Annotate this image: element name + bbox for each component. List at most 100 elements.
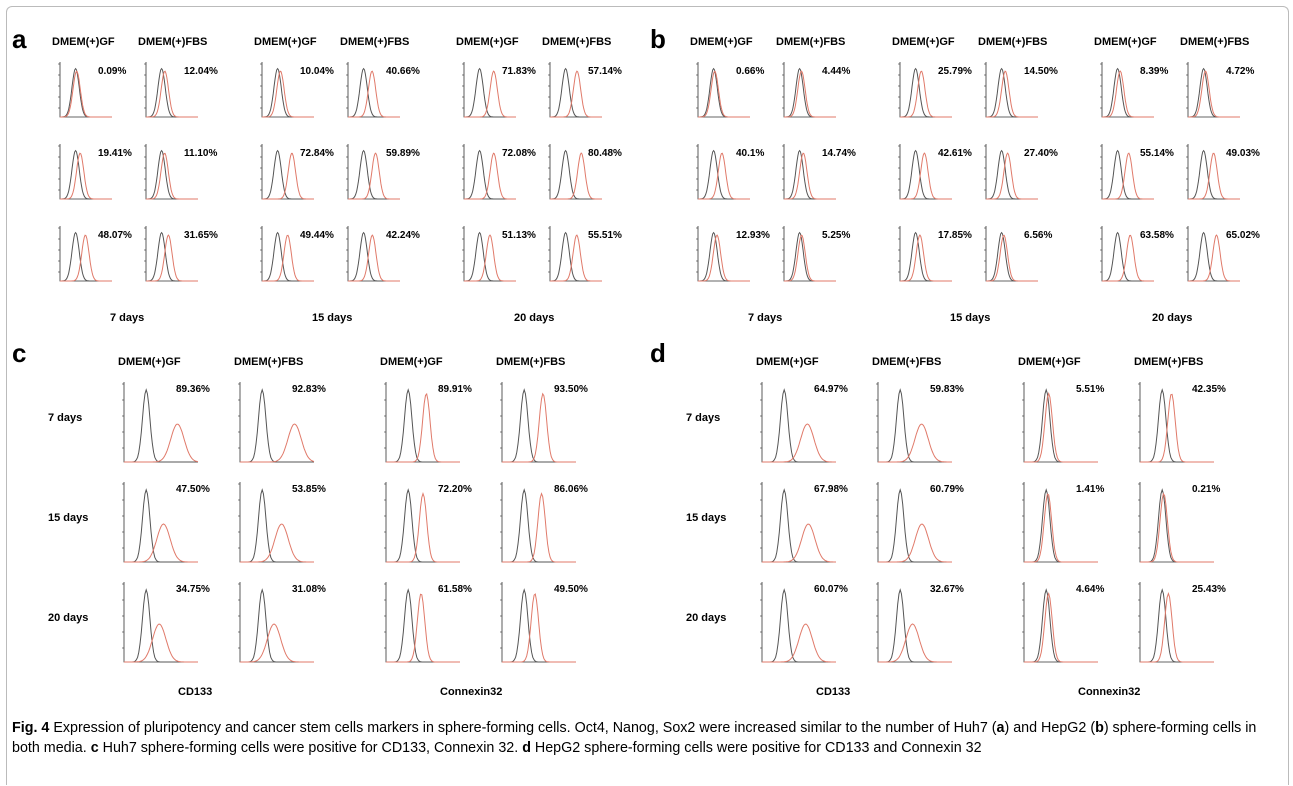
histogram [260, 226, 314, 282]
group-label: 15 days [312, 312, 353, 324]
histogram [548, 62, 602, 118]
percent-label: 67.98% [814, 484, 848, 495]
histogram [1186, 62, 1240, 118]
histogram [760, 382, 836, 463]
caption-part: b [1095, 720, 1104, 736]
percent-label: 12.93% [736, 230, 770, 241]
percent-label: 27.40% [1024, 148, 1058, 159]
percent-label: 65.02% [1226, 230, 1260, 241]
percent-label: 1.41% [1076, 484, 1105, 495]
histogram [760, 582, 836, 663]
percent-label: 63.58% [1140, 230, 1174, 241]
row-label: 7 days [48, 412, 83, 424]
caption-part: a [996, 720, 1005, 736]
sample-histogram [262, 152, 314, 200]
sample-histogram [1188, 234, 1240, 282]
histogram [462, 226, 516, 282]
histogram [1100, 226, 1154, 282]
sample-histogram [240, 523, 314, 563]
caption-part: HepG2 sphere-forming cells were positive… [530, 740, 982, 756]
percent-label: 49.03% [1226, 148, 1260, 159]
sample-histogram [1024, 592, 1098, 663]
control-histogram [1024, 388, 1098, 463]
column-header: DMEM(+)FBS [1180, 36, 1250, 48]
histogram [462, 144, 516, 200]
sample-histogram [878, 423, 952, 463]
histogram [876, 382, 952, 463]
percent-label: 42.24% [386, 230, 420, 241]
sample-histogram [124, 623, 198, 663]
percent-label: 14.50% [1024, 66, 1058, 77]
histogram [346, 226, 400, 282]
histogram [346, 62, 400, 118]
histogram [984, 226, 1038, 282]
histogram [1100, 144, 1154, 200]
control-histogram [386, 488, 460, 563]
histogram [898, 62, 952, 118]
histogram [238, 382, 315, 463]
percent-label: 64.97% [814, 384, 848, 395]
sample-histogram [762, 423, 836, 463]
histogram [58, 62, 112, 118]
percent-label: 11.10% [184, 148, 218, 159]
group-label: 20 days [514, 312, 555, 324]
percent-label: 5.51% [1076, 384, 1105, 395]
histogram [898, 144, 952, 200]
column-header: DMEM(+)FBS [1134, 356, 1204, 368]
percent-label: 10.04% [300, 66, 334, 77]
histogram [876, 582, 952, 663]
figure-frame [6, 6, 1289, 785]
column-header: DMEM(+)GF [52, 36, 115, 48]
percent-label: 60.79% [930, 484, 964, 495]
percent-label: 32.67% [930, 584, 964, 595]
row-label: 20 days [686, 612, 727, 624]
sample-histogram [698, 70, 750, 118]
sample-histogram [1024, 493, 1098, 563]
percent-label: 0.66% [736, 66, 765, 77]
control-histogram [124, 388, 198, 463]
sample-histogram [550, 152, 602, 200]
sample-histogram [464, 152, 516, 200]
caption-part: d [522, 740, 531, 756]
percent-label: 4.64% [1076, 584, 1105, 595]
histogram [984, 62, 1038, 118]
histogram [1138, 482, 1214, 563]
sample-histogram [784, 152, 836, 200]
sample-histogram [1102, 234, 1154, 282]
control-histogram [1024, 588, 1098, 663]
column-header: DMEM(+)FBS [542, 36, 612, 48]
histogram [260, 144, 314, 200]
histogram [1100, 62, 1154, 118]
histogram [1022, 482, 1098, 563]
histogram [500, 482, 576, 563]
percent-label: 34.75% [176, 584, 210, 595]
panel-label: a [12, 24, 27, 54]
sample-histogram [550, 234, 602, 282]
percent-label: 59.89% [386, 148, 420, 159]
sample-histogram [386, 491, 460, 563]
sample-histogram [262, 70, 314, 118]
histogram [760, 482, 836, 563]
marker-label: Connexin32 [1078, 686, 1141, 698]
percent-label: 40.66% [386, 66, 420, 77]
percent-label: 42.61% [938, 148, 972, 159]
histogram [548, 226, 602, 282]
histogram [876, 482, 952, 563]
histogram [984, 144, 1038, 200]
column-header: DMEM(+)GF [118, 356, 181, 368]
percent-label: 61.58% [438, 584, 472, 595]
group-label: 20 days [1152, 312, 1193, 324]
sample-histogram [240, 623, 314, 663]
column-header: DMEM(+)GF [690, 36, 753, 48]
histogram [1186, 226, 1240, 282]
sample-histogram [502, 392, 576, 463]
sample-histogram [124, 423, 199, 463]
marker-label: Connexin32 [440, 686, 503, 698]
histogram [122, 482, 198, 563]
sample-histogram [348, 234, 400, 282]
caption-part: c [90, 740, 99, 756]
sample-histogram [146, 70, 198, 118]
percent-label: 48.07% [98, 230, 132, 241]
sample-histogram [986, 234, 1038, 282]
sample-histogram [348, 70, 400, 118]
